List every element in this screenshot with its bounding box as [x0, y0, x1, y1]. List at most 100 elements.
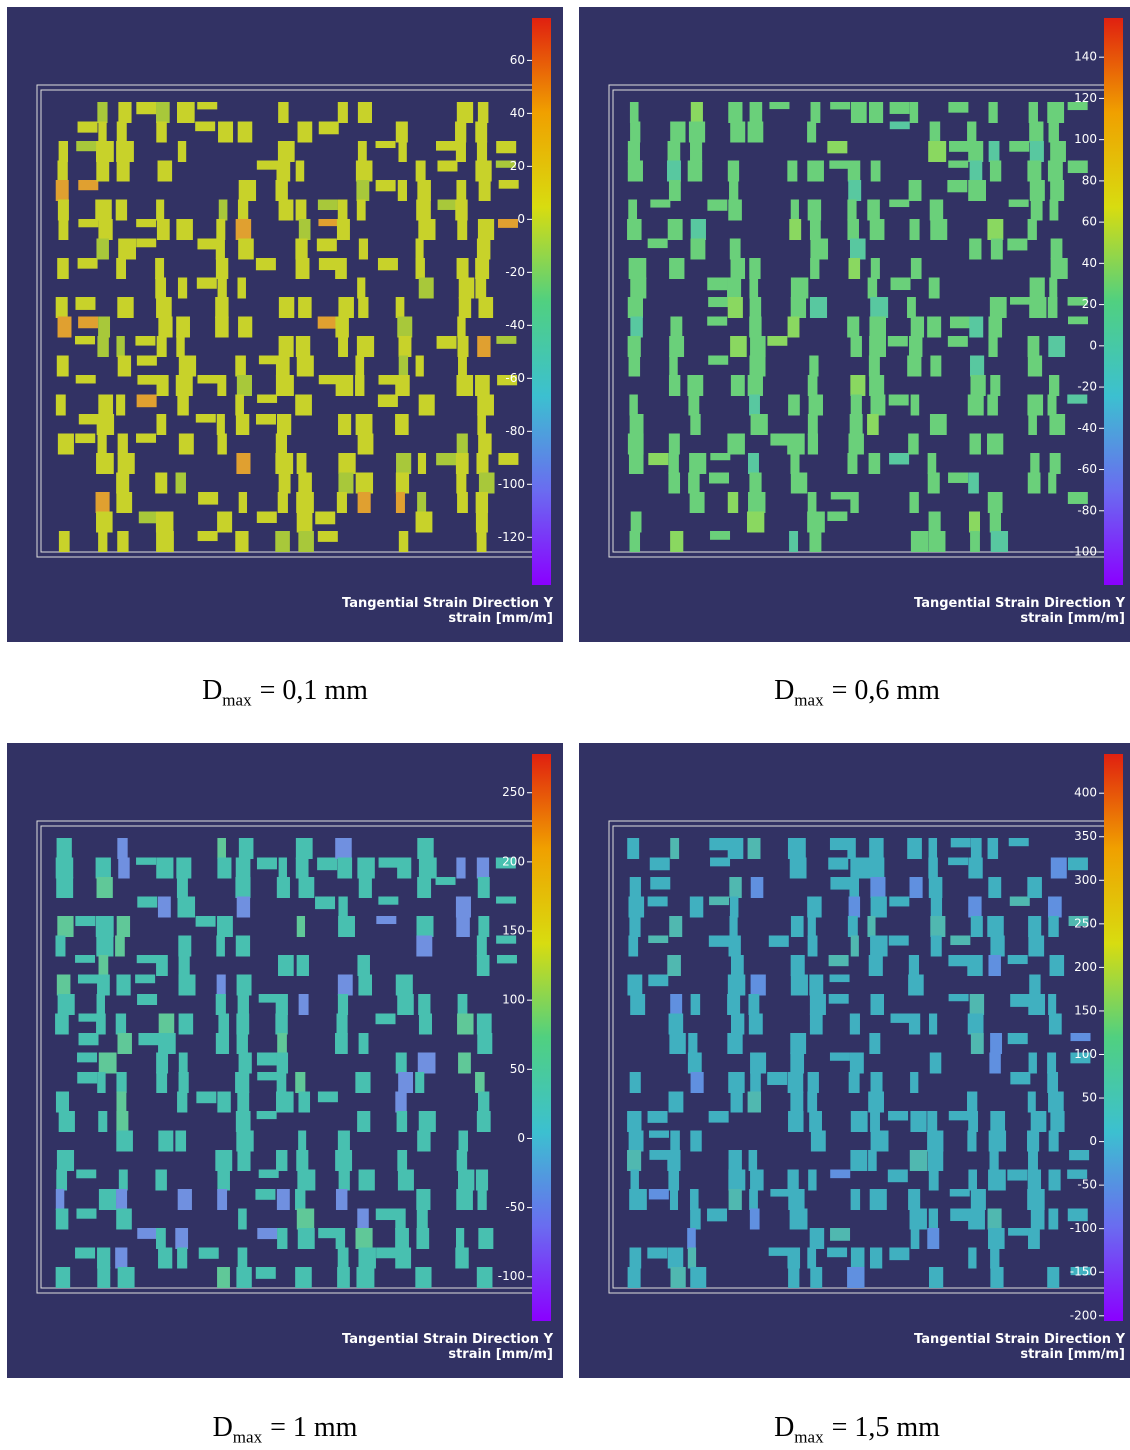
strain-patch [687, 1052, 702, 1074]
strain-patch [496, 336, 517, 344]
strain-patch [236, 453, 251, 474]
strain-patch [708, 935, 729, 947]
strain-patch [688, 394, 700, 416]
strain-patch [275, 1013, 288, 1035]
strain-patch [987, 394, 998, 416]
strain-patch [217, 838, 226, 859]
strain-patch [728, 1150, 742, 1171]
strain-patch [237, 199, 249, 221]
strain-patch [215, 258, 229, 279]
strain-patch [175, 472, 186, 494]
strain-patch [258, 355, 279, 365]
strain-patch [217, 1169, 230, 1191]
strain-patch [787, 160, 798, 182]
strain-patch [1028, 1052, 1037, 1074]
strain-patch [748, 1150, 758, 1171]
strain-patch [317, 1091, 338, 1103]
strain-patch [707, 199, 728, 211]
strain-patch [397, 316, 413, 338]
strain-patch [458, 355, 467, 377]
strain-patch [987, 219, 1004, 240]
strain-patch [418, 1111, 436, 1132]
strain-patch [748, 453, 759, 474]
strain-patch [116, 1130, 133, 1152]
strain-patch [235, 1072, 250, 1093]
strain-patch [870, 896, 887, 918]
strain-patch [338, 336, 349, 357]
strain-patch [376, 1247, 397, 1259]
strain-patch [729, 238, 741, 260]
strain-patch [668, 453, 679, 474]
strain-patch [809, 994, 826, 1015]
strain-patch [476, 453, 489, 474]
strain-patch [788, 1189, 805, 1210]
colorbar-tick-label: -120 [498, 530, 525, 544]
strain-patch [787, 1169, 799, 1191]
strain-patch [78, 316, 99, 329]
strain-patch [830, 1228, 851, 1241]
strain-patch [948, 1111, 969, 1121]
strain-patch [418, 394, 435, 416]
strain-patch [275, 453, 294, 474]
strain-patch [237, 1091, 250, 1113]
strain-patch [116, 974, 131, 996]
strain-patch [630, 316, 643, 338]
strain-patch [238, 1052, 252, 1074]
strain-patch [197, 375, 218, 384]
colorbar-tick-label: 60 [510, 53, 525, 67]
strain-patch [988, 316, 1003, 338]
strain-patch [96, 935, 114, 957]
strain-patch [217, 511, 233, 533]
strain-patch [750, 336, 766, 357]
strain-patch [907, 838, 922, 859]
strain-patch [356, 180, 370, 201]
strain-patch [95, 857, 111, 879]
strain-patch [456, 433, 468, 455]
strain-patch [987, 1208, 1002, 1230]
strain-patch [295, 857, 309, 879]
strain-patch [847, 219, 859, 240]
strain-patch [135, 336, 156, 346]
strain-patch [236, 1130, 254, 1152]
strain-patch [1049, 375, 1060, 396]
strain-patch [238, 316, 253, 338]
caption: Dmax = 1 mm [7, 1412, 563, 1448]
strain-patch [198, 1247, 219, 1259]
strain-patch [118, 1169, 128, 1191]
colorbar-tick-label: 40 [510, 106, 525, 120]
strain-patch [1068, 916, 1089, 926]
strain-patch [417, 1130, 431, 1152]
strain-patch [238, 180, 257, 201]
strain-patch [990, 238, 1003, 260]
strain-patch [76, 141, 97, 152]
strain-patch [670, 994, 683, 1015]
colorbar [532, 754, 551, 1321]
strain-patch [357, 1111, 371, 1132]
strain-patch [727, 297, 743, 318]
strain-patch [476, 1013, 492, 1035]
strain-patch [455, 121, 467, 143]
strain-patch [378, 857, 399, 868]
strain-patch [848, 180, 862, 201]
strain-patch [688, 1033, 698, 1054]
strain-patch [216, 935, 225, 957]
strain-patch [629, 1072, 641, 1093]
strain-patch [1050, 180, 1065, 201]
strain-patch [809, 1013, 823, 1035]
strain-patch [358, 1033, 369, 1054]
strain-patch [868, 955, 883, 976]
strain-patch [238, 238, 254, 260]
strain-patch [97, 336, 109, 357]
strain-patch [910, 316, 925, 338]
strain-patch [357, 492, 371, 513]
strain-patch [176, 102, 195, 123]
strain-patch [847, 838, 856, 859]
strain-patch [728, 102, 743, 123]
strain-patch [457, 316, 466, 338]
colorbar-tick-label: -40 [505, 318, 525, 332]
strain-patch [98, 531, 108, 552]
strain-patch [297, 121, 313, 143]
strain-patch [908, 1013, 921, 1035]
strain-patch [869, 1247, 883, 1269]
strain-patch [116, 141, 134, 162]
